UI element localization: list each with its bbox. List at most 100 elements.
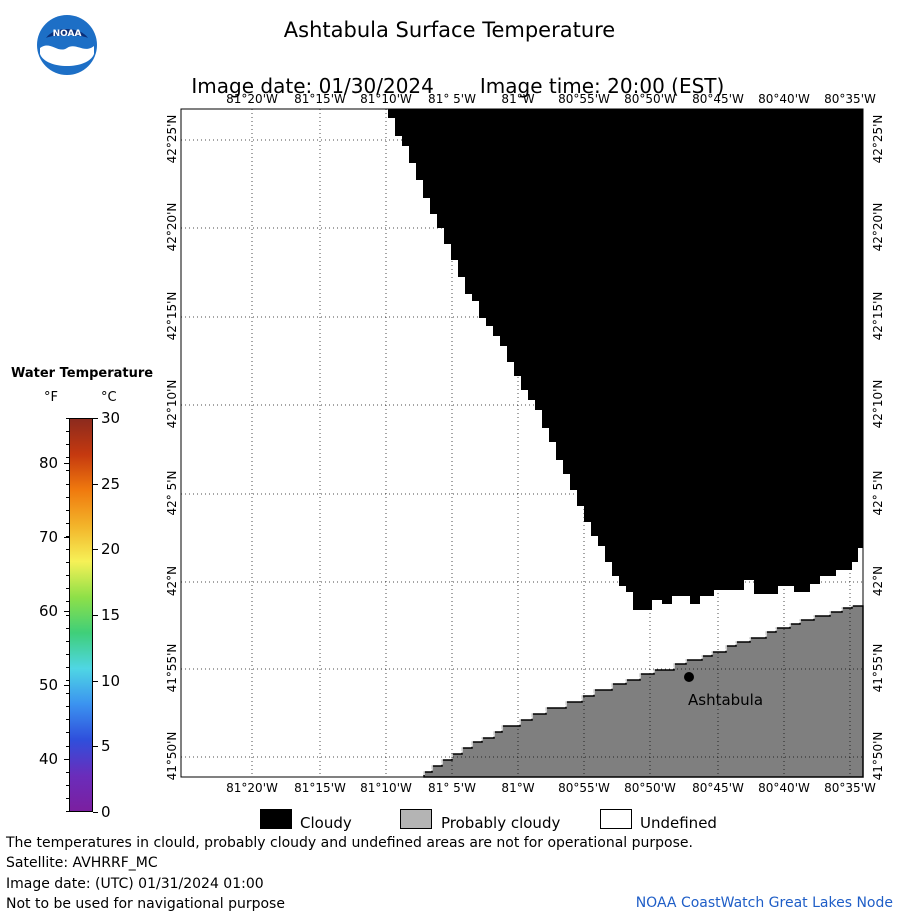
image-date-label: Image date: 01/30/2024 — [191, 74, 434, 98]
lon-tick-label-bot: 81°15'W — [294, 781, 346, 795]
lon-tick-label-bot: 81° 5'W — [428, 781, 476, 795]
noaa-logo: NOAA — [36, 14, 98, 76]
lon-tick-label-top: 80°35'W — [824, 92, 876, 106]
lat-tick-label-left: 41°55'N — [165, 643, 179, 693]
celsius-tick — [93, 615, 98, 616]
minor-tick — [66, 706, 69, 707]
lat-tick-label-left: 42° 5'N — [165, 470, 179, 516]
lon-tick-label-top: 80°45'W — [692, 92, 744, 106]
minor-tick — [66, 484, 69, 485]
credit-link[interactable]: NOAA CoastWatch Great Lakes Node — [635, 895, 893, 911]
legend-label: Probably cloudy — [441, 814, 561, 832]
utc-date-label: Image date: (UTC) 01/31/2024 01:00 — [6, 876, 264, 892]
celsius-tick-label: 0 — [101, 803, 111, 821]
lon-tick-label-bot: 80°55'W — [558, 781, 610, 795]
fahrenheit-tick-label: 40 — [39, 750, 59, 768]
minor-tick — [66, 759, 69, 760]
noaa-logo-icon: NOAA — [37, 15, 97, 75]
lon-tick-label-top: 81°10'W — [360, 92, 412, 106]
lat-tick-label-left: 42°10'N — [165, 379, 179, 429]
minor-tick — [66, 470, 69, 471]
legend-swatch — [600, 809, 632, 829]
lon-tick-label-top: 81°W — [501, 92, 535, 106]
lat-tick-label-right: 42°25'N — [871, 114, 885, 164]
celsius-tick — [93, 418, 98, 419]
image-datetime: Image date: 01/30/2024 Image time: 20:00 … — [0, 50, 903, 98]
satellite-label: Satellite: AVHRRF_MC — [6, 855, 158, 871]
minor-tick — [66, 523, 69, 524]
minor-tick — [66, 444, 69, 445]
fahrenheit-tick — [64, 537, 69, 538]
lat-tick-label-left: 42°15'N — [165, 291, 179, 341]
celsius-tick — [93, 483, 98, 485]
lon-tick-label-bot: 80°40'W — [758, 781, 810, 795]
celsius-tick-label: 20 — [101, 540, 121, 559]
city-marker-ashtabula — [684, 672, 694, 682]
celsius-tick-label: 25 — [101, 474, 121, 493]
minor-tick — [66, 785, 69, 786]
celsius-tick-label: 15 — [101, 606, 121, 624]
minor-tick — [66, 811, 69, 812]
lon-tick-label-top: 80°50'W — [624, 92, 676, 106]
legend-label: Cloudy — [300, 814, 352, 832]
minor-tick — [66, 615, 69, 616]
celsius-tick — [93, 746, 98, 748]
scale-title: Water Temperature — [11, 366, 154, 381]
lon-tick-label-top: 80°40'W — [758, 92, 810, 106]
fahrenheit-tick-label: 50 — [39, 676, 59, 694]
lon-tick-label-bot: 80°45'W — [692, 781, 744, 795]
minor-tick — [66, 732, 69, 733]
lon-tick-label-bot: 81°W — [501, 781, 535, 795]
minor-tick — [66, 575, 69, 576]
svg-text:NOAA: NOAA — [53, 29, 82, 39]
celsius-tick-label: 30 — [101, 409, 121, 427]
fahrenheit-tick — [64, 611, 69, 612]
lon-tick-label-bot: 81°20'W — [226, 781, 278, 795]
minor-tick — [66, 497, 69, 498]
minor-tick — [66, 680, 69, 681]
fahrenheit-tick — [64, 685, 69, 686]
lat-tick-label-right: 41°50'N — [871, 731, 885, 781]
lon-tick-label-top: 80°55'W — [558, 92, 610, 106]
minor-tick — [66, 418, 69, 419]
minor-tick — [66, 588, 69, 589]
coastline — [423, 603, 863, 775]
lat-tick-label-right: 42°15'N — [871, 291, 885, 341]
map-frame — [180, 108, 864, 778]
celsius-tick-label: 5 — [101, 737, 111, 756]
scale-unit-c: °C — [101, 390, 117, 405]
celsius-tick-label: 10 — [101, 671, 121, 690]
minor-tick — [66, 549, 69, 550]
image-time-label: Image time: 20:00 (EST) — [479, 74, 725, 98]
celsius-tick — [93, 549, 98, 551]
legend-swatch — [400, 809, 432, 829]
lon-tick-label-bot: 80°50'W — [624, 781, 676, 795]
minor-tick — [66, 457, 69, 458]
fahrenheit-tick — [64, 463, 69, 464]
nav-warning: Not to be used for navigational purpose — [6, 896, 285, 912]
cloudy-area — [381, 109, 863, 610]
page-title: Ashtabula Surface Temperature — [283, 18, 616, 42]
minor-tick — [66, 693, 69, 694]
minor-tick — [66, 719, 69, 720]
footer-note: The temperatures in clould, probably clo… — [6, 835, 693, 851]
lon-tick-label-top: 81°20'W — [226, 92, 278, 106]
temperature-colorbar — [69, 418, 93, 812]
scale-unit-f: °F — [44, 390, 58, 405]
legend-swatch — [260, 809, 292, 829]
fahrenheit-tick-label: 80 — [39, 454, 59, 472]
lat-tick-label-right: 42°20'N — [871, 202, 885, 252]
fahrenheit-tick-label: 70 — [39, 528, 59, 546]
minor-tick — [66, 772, 69, 773]
minor-tick — [66, 536, 69, 537]
lon-tick-label-top: 81°15'W — [294, 92, 346, 106]
minor-tick — [66, 667, 69, 668]
lat-tick-label-left: 41°50'N — [165, 731, 179, 781]
lat-tick-label-right: 42°10'N — [871, 379, 885, 429]
lat-tick-label-left: 42°20'N — [165, 202, 179, 252]
minor-tick — [66, 628, 69, 629]
lat-tick-label-right: 42°N — [871, 565, 885, 597]
celsius-tick — [93, 680, 98, 682]
minor-tick — [66, 562, 69, 563]
